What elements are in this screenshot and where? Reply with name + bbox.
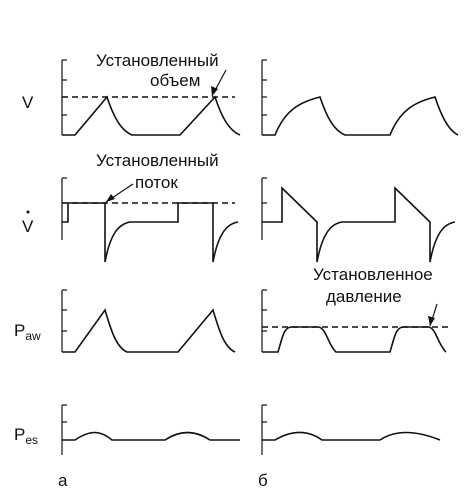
annotation: Установленное	[313, 265, 433, 284]
flow-label: V	[22, 217, 34, 236]
pes-label: Pes	[14, 425, 38, 447]
paw-wave	[62, 308, 236, 353]
volume-wave	[62, 95, 241, 136]
annotation: объем	[150, 71, 200, 90]
arrowhead	[106, 194, 115, 202]
paw-label: Paw	[14, 321, 41, 343]
paw-main: P	[14, 321, 25, 340]
annotation: поток	[135, 173, 178, 192]
paw-sub: aw	[25, 329, 41, 343]
axes	[61, 59, 267, 455]
pes-sub: es	[25, 433, 38, 447]
arrowhead	[428, 316, 435, 326]
panel-label: б	[258, 471, 268, 490]
flow-dot	[26, 210, 30, 214]
arrowhead	[211, 86, 218, 96]
flow-wave	[262, 186, 456, 263]
annotation: давление	[326, 287, 402, 306]
volume-wave	[262, 96, 459, 136]
annotation: Установленный	[96, 151, 219, 170]
volume-label: V	[22, 93, 34, 112]
paw-wave	[262, 326, 447, 353]
pes-wave	[62, 431, 240, 441]
pes-main: P	[14, 425, 25, 444]
annotation: Установленный	[96, 51, 219, 70]
flow-wave	[62, 202, 239, 263]
panel-label: а	[58, 471, 68, 490]
pes-wave	[262, 431, 441, 441]
